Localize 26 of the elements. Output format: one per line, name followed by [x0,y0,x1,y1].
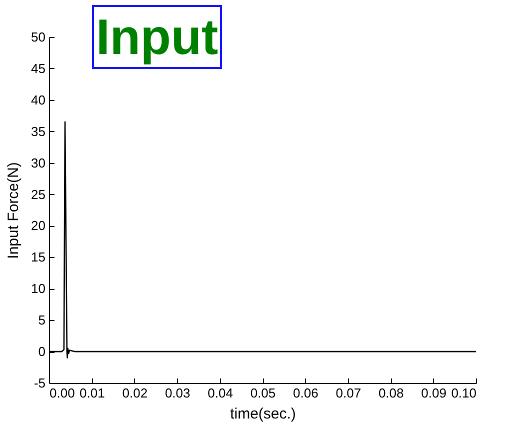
y-tick-label: 25 [31,186,46,202]
x-tick-label: 0.07 [336,386,362,400]
y-tick-label: 20 [31,218,46,234]
x-tick-label: 0.10 [451,386,476,400]
x-tick-label: 0.02 [122,386,148,400]
chart-title: Input [92,5,222,69]
y-tick-label: 40 [31,92,46,108]
x-tick-label: 0.03 [164,386,190,400]
x-tick-label: 0.05 [250,386,276,400]
y-tick-label: 0 [38,344,46,360]
y-tick-label: 15 [31,250,46,265]
x-tick-label: 0.09 [421,386,446,400]
y-tick-label: 45 [31,60,46,76]
x-tick-label: 0.04 [208,386,233,400]
x-tick-label: 0.08 [378,386,404,400]
x-tick-label: 0.06 [293,386,318,400]
y-tick-label: 10 [31,281,46,296]
y-tick-label: 30 [31,155,46,170]
x-tick-label: 0.00 [50,386,75,400]
y-tick-label: 35 [31,124,46,139]
y-tick-label: -5 [34,376,46,390]
y-tick-label: 5 [38,312,46,328]
x-tick-label: 0.01 [80,386,105,400]
y-tick-label: 50 [31,30,46,44]
y-axis-title: Input Force(N) [5,162,22,259]
x-axis-title: time(sec.) [230,406,296,422]
